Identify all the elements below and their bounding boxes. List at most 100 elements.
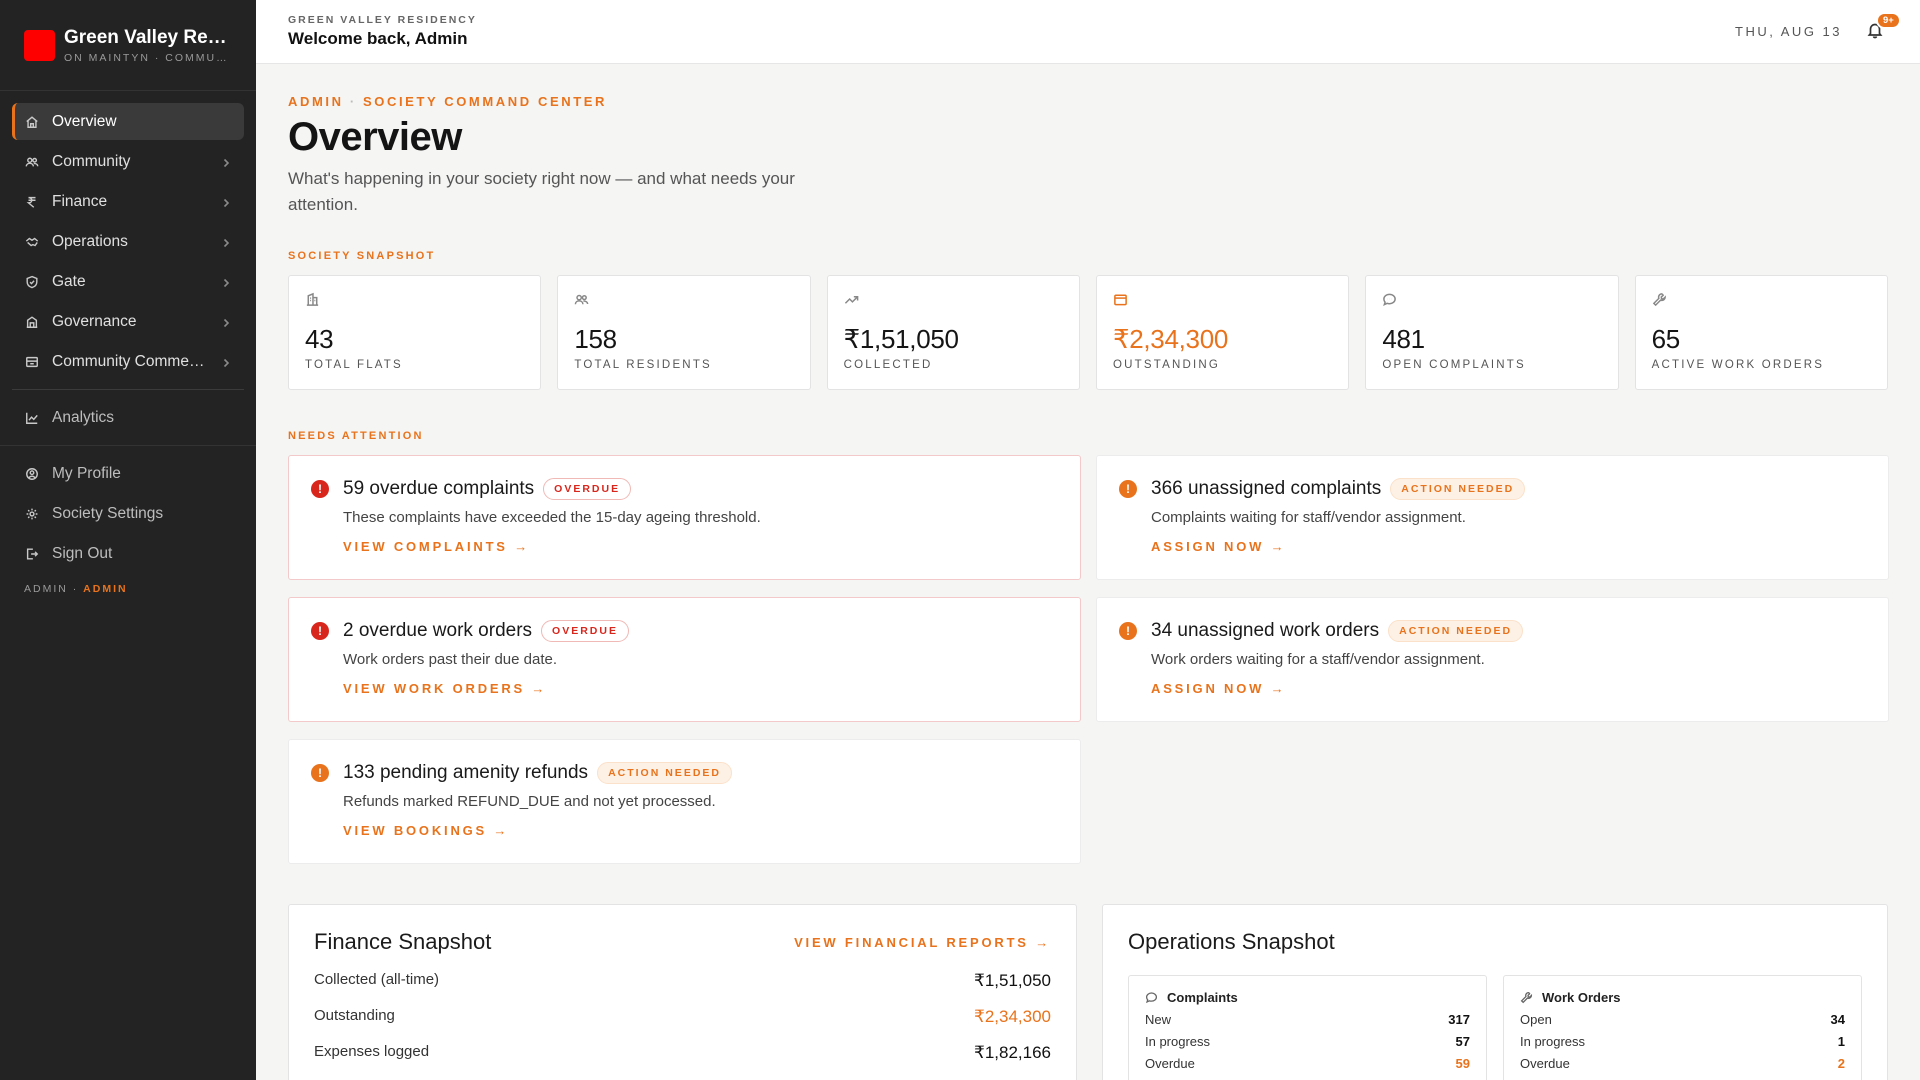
finance-snapshot-panel: Finance Snapshot VIEW FINANCIAL REPORTS …: [288, 904, 1077, 1080]
building-icon: [24, 314, 40, 330]
alert-title: 59 overdue complaints: [343, 478, 535, 499]
stat-label: OPEN COMPLAINTS: [1382, 359, 1526, 371]
stat-card-collected[interactable]: ₹1,51,050 COLLECTED: [826, 275, 1080, 390]
ops-row-label: Overdue: [1520, 1056, 1570, 1071]
view-work-orders-link[interactable]: VIEW WORK ORDERS →: [343, 681, 548, 696]
alert-circle-icon: !: [1119, 480, 1137, 498]
shield-icon: [24, 274, 40, 290]
snapshot-panels: Finance Snapshot VIEW FINANCIAL REPORTS …: [288, 904, 1888, 1080]
header-society-name: GREEN VALLEY RESIDENCY: [288, 14, 477, 26]
sidebar-item-gate[interactable]: Gate: [12, 263, 244, 300]
chevron-right-icon: [220, 276, 232, 288]
alert-title: 2 overdue work orders: [343, 620, 533, 641]
ops-row-value: 1: [1837, 1034, 1845, 1049]
view-bookings-link[interactable]: VIEW BOOKINGS →: [343, 823, 510, 838]
sidebar-item-operations[interactable]: Operations: [12, 223, 244, 260]
stat-label: OUTSTANDING: [1112, 359, 1221, 371]
attention-grid: ! 59 overdue complaints OVERDUE These co…: [288, 455, 1889, 864]
assign-work-orders-link[interactable]: ASSIGN NOW →: [1151, 681, 1287, 696]
trending-up-icon: [844, 292, 1063, 312]
brand-name: Green Valley Res…: [64, 26, 232, 48]
sidebar-item-society-settings[interactable]: Society Settings: [12, 495, 244, 532]
status-badge: ACTION NEEDED: [1390, 478, 1526, 500]
brand[interactable]: Green Valley Res… ON MAINTYN · COMMUN…: [0, 0, 256, 91]
status-badge: OVERDUE: [543, 478, 632, 500]
finance-row-value: ₹1,82,166: [974, 1043, 1051, 1062]
sidebar-item-analytics[interactable]: Analytics: [12, 399, 244, 436]
chevron-right-icon: [220, 236, 232, 248]
sidebar-item-sign-out[interactable]: Sign Out: [12, 535, 244, 572]
ops-row-value: 2: [1837, 1056, 1845, 1071]
breadcrumb: ADMIN · SOCIETY COMMAND CENTER: [288, 94, 1888, 109]
view-complaints-link[interactable]: VIEW COMPLAINTS →: [343, 539, 530, 554]
alert-description: Refunds marked REFUND_DUE and not yet pr…: [343, 793, 716, 810]
sidebar-item-label: My Profile: [52, 464, 121, 482]
sidebar-item-label: Community: [52, 152, 131, 170]
header-date: THU, AUG 13: [1735, 24, 1842, 39]
status-badge: ACTION NEEDED: [597, 762, 732, 784]
sidebar-item-community-commerce[interactable]: Community Comme…: [12, 343, 244, 380]
finance-row-collected: Collected (all-time) ₹1,51,050: [314, 971, 1051, 991]
sidebar-item-label: Sign Out: [52, 544, 113, 562]
wrench-icon: [1520, 991, 1533, 1004]
building-icon: [305, 292, 524, 312]
sidebar-item-governance[interactable]: Governance: [12, 303, 244, 340]
ops-row-label: Open: [1520, 1012, 1552, 1027]
stat-value: 43: [305, 324, 334, 354]
finance-row-value: ₹1,51,050: [974, 971, 1051, 990]
chevron-right-icon: [220, 356, 232, 368]
section-label-snapshot: SOCIETY SNAPSHOT: [288, 250, 436, 262]
chat-icon: [1145, 992, 1158, 1004]
sidebar-item-label: Analytics: [52, 408, 115, 426]
users-icon: [24, 154, 40, 170]
main-content: ADMIN · SOCIETY COMMAND CENTER Overview …: [288, 64, 1889, 1080]
stat-label: TOTAL RESIDENTS: [574, 359, 712, 371]
stat-card-outstanding[interactable]: ₹2,34,300 OUTSTANDING: [1095, 275, 1350, 390]
stat-card-open-complaints[interactable]: 481 OPEN COMPLAINTS: [1365, 275, 1619, 390]
stat-value: 481: [1382, 324, 1425, 354]
stat-card-total-flats[interactable]: 43 TOTAL FLATS: [288, 275, 542, 390]
notifications-button[interactable]: 9+: [1866, 11, 1901, 43]
page-title: Overview: [288, 115, 462, 159]
ops-row-label: Overdue: [1145, 1056, 1195, 1071]
alert-circle-icon: !: [311, 480, 329, 498]
ops-row: New 317: [1145, 1012, 1470, 1027]
home-icon: [24, 114, 40, 130]
sidebar-item-finance[interactable]: Finance: [12, 183, 244, 220]
finance-row-outstanding: Outstanding ₹2,34,300: [314, 1007, 1051, 1027]
status-badge: OVERDUE: [541, 620, 629, 642]
header-welcome: Welcome back, Admin: [288, 29, 468, 48]
assign-complaints-link[interactable]: ASSIGN NOW →: [1151, 539, 1287, 554]
rupee-icon: [24, 194, 40, 210]
gear-icon: [24, 506, 40, 522]
sidebar-item-overview[interactable]: Overview: [12, 103, 244, 140]
sidebar-item-community[interactable]: Community: [12, 143, 244, 180]
ops-row: Overdue 59: [1145, 1056, 1470, 1071]
sidebar-item-label: Community Comme…: [52, 352, 205, 370]
handshake-icon: [24, 234, 40, 250]
ops-row: Overdue 2: [1520, 1056, 1845, 1071]
sidebar-item-my-profile[interactable]: My Profile: [12, 455, 244, 492]
alert-title: 34 unassigned work orders: [1151, 620, 1380, 641]
top-header: GREEN VALLEY RESIDENCY Welcome back, Adm…: [256, 0, 1920, 64]
alert-circle-icon: !: [311, 764, 329, 782]
analytics-icon: [24, 410, 40, 426]
stat-card-active-work-orders[interactable]: 65 ACTIVE WORK ORDERS: [1634, 275, 1888, 390]
alert-overdue-complaints: ! 59 overdue complaints OVERDUE These co…: [288, 455, 1081, 580]
sidebar-item-label: Finance: [52, 192, 108, 210]
section-label-attention: NEEDS ATTENTION: [288, 430, 424, 442]
ops-row-label: New: [1145, 1012, 1172, 1027]
sidebar-item-label: Operations: [52, 232, 128, 250]
alert-unassigned-work-orders: ! 34 unassigned work orders ACTION NEEDE…: [1096, 597, 1889, 722]
complaints-summary-card[interactable]: Complaints New 317 In progress 57 Overdue 5…: [1128, 975, 1487, 1080]
ops-row-value: 59: [1455, 1056, 1470, 1071]
view-financial-reports-link[interactable]: VIEW FINANCIAL REPORTS →: [794, 934, 1051, 950]
status-badge: ACTION NEEDED: [1388, 620, 1524, 642]
sidebar-divider: [12, 389, 244, 390]
stat-card-total-residents[interactable]: 158 TOTAL RESIDENTS: [557, 275, 811, 390]
chevron-right-icon: [220, 156, 232, 168]
work-orders-summary-card[interactable]: Work Orders Open 34 In progress 1 Overdue 2: [1503, 975, 1862, 1080]
ops-row: In progress 57: [1145, 1034, 1470, 1049]
breadcrumb-section: SOCIETY COMMAND CENTER: [362, 94, 608, 109]
alert-unassigned-complaints: ! 366 unassigned complaints ACTION NEEDE…: [1096, 455, 1889, 580]
